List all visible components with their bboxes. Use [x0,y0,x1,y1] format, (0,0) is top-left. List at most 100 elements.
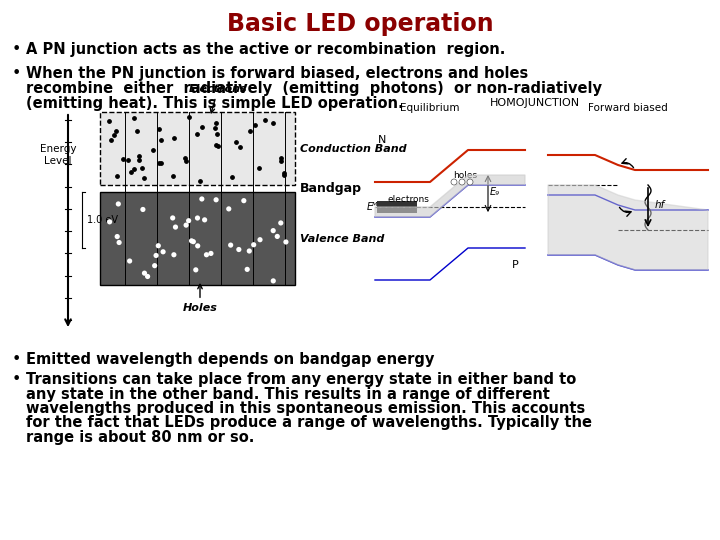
Point [199,215,210,224]
Point [184,112,195,121]
Point [249,120,261,129]
Point [138,174,150,183]
Point [181,157,192,165]
Polygon shape [375,175,525,217]
Polygon shape [548,185,708,270]
Point [241,265,253,274]
Point [133,156,145,164]
Point [153,241,164,250]
Point [128,113,140,122]
Text: Equilibrium: Equilibrium [400,103,460,113]
Point [267,226,279,235]
Text: P: P [512,260,518,270]
Point [245,126,256,135]
Point [267,119,279,127]
Point [183,217,194,225]
Text: E₉: E₉ [490,187,500,197]
Point [187,237,199,246]
Text: for the fact that LEDs produce a range of wavelengths. Typically the: for the fact that LEDs produce a range o… [26,415,592,430]
Text: any state in the other band. This results in a range of different: any state in the other band. This result… [26,387,550,402]
Point [275,219,287,227]
Point [210,118,222,127]
Point [278,169,289,178]
Text: Conduction Band: Conduction Band [300,144,407,153]
Point [186,237,197,245]
Point [113,238,125,247]
Point [233,245,245,254]
Text: Transitions can take place from any energy state in either band to: Transitions can take place from any ener… [26,372,576,387]
Point [125,167,137,176]
Text: HOMOJUNCTION: HOMOJUNCTION [490,98,580,108]
Point [196,194,207,203]
Text: •: • [12,372,22,387]
Bar [377,201,417,213]
Point [110,126,122,135]
Point [133,151,145,160]
Point [137,205,148,214]
Point [139,269,150,278]
Point [136,164,148,172]
Point [210,195,222,204]
Point [147,146,158,154]
Point [201,251,212,259]
Point [108,131,120,139]
Point [238,197,250,205]
Point [225,241,236,249]
Text: electrons: electrons [388,195,430,205]
Point [112,172,123,180]
Point [226,173,238,181]
Text: 1.0 eV: 1.0 eV [87,215,118,225]
Point [124,256,135,265]
Point [156,159,167,168]
Text: hf: hf [655,200,665,210]
Point [235,143,246,152]
Point [168,251,180,259]
Text: N: N [378,135,386,145]
Text: Energy
Level: Energy Level [40,144,76,166]
Point [191,129,202,138]
Point [112,232,123,241]
Point [212,141,224,150]
Text: Valence Band: Valence Band [300,233,384,244]
Point [128,165,140,173]
Text: range is about 80 nm or so.: range is about 80 nm or so. [26,430,254,445]
Text: Forward biased: Forward biased [588,103,668,113]
Point [153,125,165,133]
Point [180,221,192,230]
Point [167,172,179,180]
Point [275,153,287,162]
Point [142,272,153,281]
Point [194,177,206,185]
Point [103,117,114,125]
Circle shape [459,179,465,185]
Text: Bandgap: Bandgap [300,182,362,195]
Point [170,223,181,232]
Text: Holes: Holes [183,285,217,313]
Point [223,205,235,213]
Text: •: • [12,66,22,81]
Point [210,141,222,150]
Point [271,232,283,241]
Point [268,276,279,285]
Text: Electrons: Electrons [189,84,247,113]
Point [149,261,161,270]
Point [259,116,271,124]
Text: •: • [12,42,22,57]
Text: Emitted wavelength depends on bandgap energy: Emitted wavelength depends on bandgap en… [26,352,434,367]
Text: Basic LED operation: Basic LED operation [227,12,493,36]
Point [212,129,223,138]
Point [117,155,129,164]
Text: holes: holes [453,171,477,179]
Point [205,249,217,258]
Text: recombine  either  radiatively  (emitting  photons)  or non-radiatively: recombine either radiatively (emitting p… [26,81,602,96]
Point [254,235,266,244]
Point [179,153,191,162]
Point [197,123,208,131]
Text: When the PN junction is forward biased, electrons and holes: When the PN junction is forward biased, … [26,66,528,81]
Point [192,241,204,250]
Point [106,135,117,144]
Point [192,214,203,222]
Text: •: • [12,352,22,367]
Point [167,214,179,222]
Point [158,247,169,256]
